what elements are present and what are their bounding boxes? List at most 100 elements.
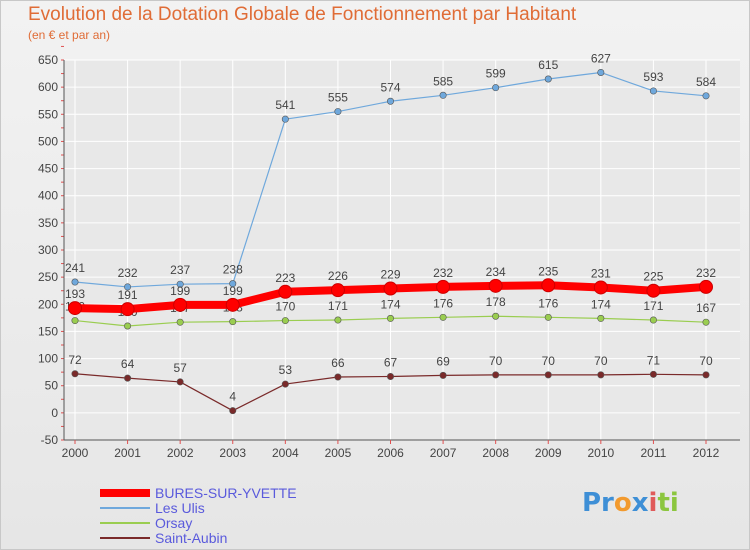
x-tick-label: 2006: [377, 446, 404, 460]
legend-label: BURES-SUR-YVETTE: [155, 485, 297, 501]
data-label: 70: [542, 354, 556, 368]
data-label: 231: [591, 266, 611, 280]
x-tick-label: 2008: [482, 446, 509, 460]
x-tick-label: 2000: [62, 446, 89, 460]
data-point: [541, 278, 556, 293]
y-tick-label: 400: [38, 189, 58, 203]
data-label: 241: [65, 261, 85, 275]
legend-label: Les Ulis: [155, 500, 205, 516]
data-label: 232: [433, 266, 453, 280]
data-point: [492, 371, 500, 379]
data-point: [699, 279, 713, 294]
x-tick-label: 2007: [430, 446, 457, 460]
data-label: 232: [696, 266, 716, 280]
data-label: 223: [275, 271, 295, 285]
y-tick-label: 50: [45, 379, 59, 393]
data-label: 199: [170, 284, 190, 298]
data-label: 70: [594, 354, 608, 368]
data-label: 237: [170, 263, 190, 277]
data-label: 70: [699, 354, 713, 368]
data-point: [176, 378, 184, 386]
data-label: 235: [538, 264, 558, 278]
data-label: 176: [433, 296, 453, 310]
y-tick-label: 250: [38, 270, 58, 284]
data-label: 167: [696, 301, 716, 315]
x-tick-label: 2009: [535, 446, 562, 460]
data-point: [702, 92, 710, 100]
data-point: [124, 374, 132, 382]
data-point: [386, 314, 394, 322]
data-point: [281, 115, 289, 123]
data-label: 57: [173, 361, 187, 375]
data-point: [229, 407, 237, 415]
data-point: [229, 280, 237, 288]
data-point: [278, 284, 293, 299]
data-label: 191: [118, 288, 138, 302]
chart-title: Evolution de la Dotation Globale de Fonc…: [28, 4, 577, 25]
y-tick-label: 600: [38, 80, 58, 94]
proxiti-logo: Proxiti: [582, 488, 679, 518]
y-tick-label: -50: [41, 433, 59, 447]
data-label: 615: [538, 58, 558, 72]
data-label: 72: [68, 353, 82, 367]
x-tick-label: 2011: [641, 446, 667, 460]
data-label: 238: [223, 263, 243, 277]
data-label: 174: [380, 297, 400, 311]
data-point: [544, 75, 552, 83]
y-tick-label: 150: [38, 324, 58, 338]
data-point: [386, 372, 394, 380]
chart-subtitle: (en € et par an): [28, 28, 111, 42]
y-tick-label: 650: [38, 53, 58, 67]
data-point: [176, 318, 184, 326]
data-label: 574: [380, 80, 400, 94]
data-point: [488, 278, 503, 293]
data-point: [439, 91, 447, 99]
data-point: [68, 301, 82, 316]
data-label: 69: [436, 354, 450, 368]
data-point: [334, 316, 342, 324]
data-label: 170: [275, 300, 295, 314]
data-point: [436, 279, 451, 294]
data-point: [702, 318, 710, 326]
data-label: 234: [486, 265, 506, 279]
data-label: 4: [229, 390, 236, 404]
x-tick-label: 2010: [587, 446, 614, 460]
data-label: 174: [591, 297, 611, 311]
data-label: 555: [328, 91, 348, 105]
y-tick-label: 200: [38, 297, 58, 311]
data-point: [281, 317, 289, 325]
data-point: [492, 312, 500, 320]
y-tick-label: 300: [38, 243, 58, 257]
data-point: [71, 317, 79, 325]
data-point: [124, 322, 132, 330]
data-point: [225, 297, 240, 312]
data-label: 70: [489, 354, 503, 368]
data-label: 64: [121, 357, 135, 371]
data-point: [439, 313, 447, 321]
data-label: 585: [433, 74, 453, 88]
y-tick-label: 500: [38, 134, 58, 148]
y-tick-label: 0: [51, 406, 58, 420]
x-tick-label: 2012: [693, 446, 720, 460]
data-point: [330, 283, 345, 298]
data-point: [229, 318, 237, 326]
x-tick-label: 2004: [272, 446, 299, 460]
data-point: [124, 283, 132, 291]
data-label: 593: [643, 70, 663, 84]
data-label: 232: [118, 266, 138, 280]
data-point: [649, 87, 657, 95]
data-label: 67: [384, 355, 398, 369]
data-point: [649, 370, 657, 378]
data-point: [71, 370, 79, 378]
data-label: 178: [486, 295, 506, 309]
data-label: 53: [279, 363, 293, 377]
y-tick-label: 100: [38, 352, 58, 366]
data-point: [383, 281, 398, 296]
data-label: 171: [328, 299, 348, 313]
data-point: [492, 84, 500, 92]
data-label: 226: [328, 269, 348, 283]
data-label: 541: [275, 98, 295, 112]
data-label: 225: [643, 270, 663, 284]
data-label: 627: [591, 51, 611, 65]
